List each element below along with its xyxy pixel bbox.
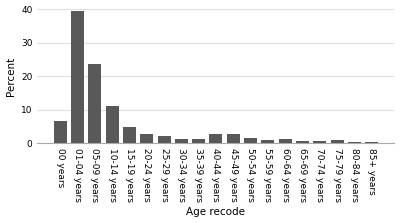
Bar <box>261 140 274 143</box>
Bar <box>158 136 170 143</box>
Bar <box>71 11 84 143</box>
Bar <box>348 142 361 143</box>
Bar <box>244 138 257 143</box>
Bar <box>123 127 136 143</box>
Bar <box>279 139 292 143</box>
Bar <box>175 139 188 143</box>
Bar <box>210 134 222 143</box>
Bar <box>365 142 378 143</box>
Bar <box>140 134 153 143</box>
Bar <box>106 106 119 143</box>
Bar <box>313 141 326 143</box>
Bar <box>192 139 205 143</box>
Bar <box>331 140 344 143</box>
Bar <box>88 64 101 143</box>
Bar <box>227 134 240 143</box>
Bar <box>54 121 67 143</box>
Y-axis label: Percent: Percent <box>6 56 16 96</box>
Bar <box>296 141 309 143</box>
X-axis label: Age recode: Age recode <box>186 207 246 217</box>
